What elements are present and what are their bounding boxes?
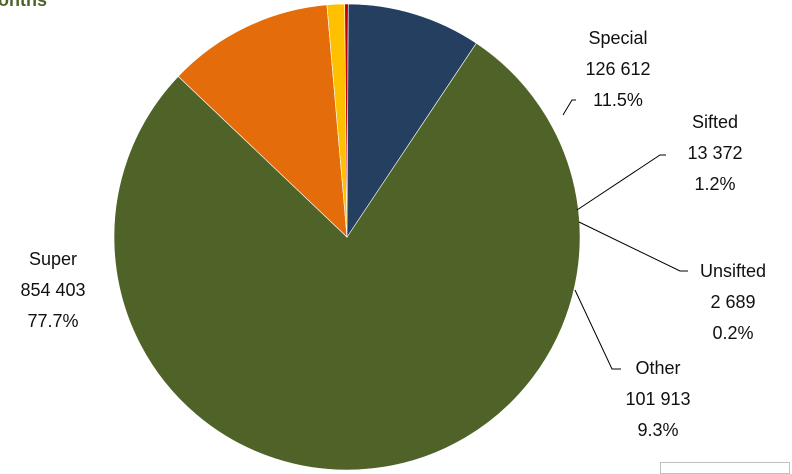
slice-label-other-value: 101 913 — [625, 389, 690, 409]
chart-title: onths — [0, 0, 47, 10]
slice-label-super-percent: 77.7% — [27, 311, 78, 331]
slice-label-other-percent: 9.3% — [637, 420, 678, 440]
leader-line-other — [575, 290, 621, 369]
slice-label-special-value: 126 612 — [585, 59, 650, 79]
slice-label-sifted-name: Sifted — [692, 112, 738, 132]
pie-slices — [114, 4, 580, 470]
leader-lines — [563, 100, 688, 369]
slice-label-super-name: Super — [29, 249, 77, 269]
slice-label-other-name: Other — [635, 358, 680, 378]
slice-label-special-percent: 11.5% — [593, 90, 643, 110]
leader-line-unsifted — [579, 222, 688, 271]
slice-label-super-value: 854 403 — [20, 280, 85, 300]
leader-line-special — [563, 100, 576, 115]
slice-label-unsifted-name: Unsifted — [700, 261, 766, 281]
chart-frame-corner — [660, 462, 790, 474]
slice-label-unsifted-percent: 0.2% — [712, 323, 753, 343]
slice-label-special-name: Special — [588, 28, 647, 48]
slice-label-sifted-value: 13 372 — [687, 143, 742, 163]
slice-label-unsifted-value: 2 689 — [710, 292, 755, 312]
leader-line-sifted — [577, 155, 666, 210]
slice-label-sifted-percent: 1.2% — [694, 174, 735, 194]
